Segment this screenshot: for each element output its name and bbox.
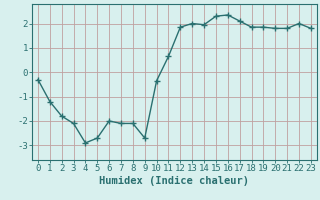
X-axis label: Humidex (Indice chaleur): Humidex (Indice chaleur) xyxy=(100,176,249,186)
